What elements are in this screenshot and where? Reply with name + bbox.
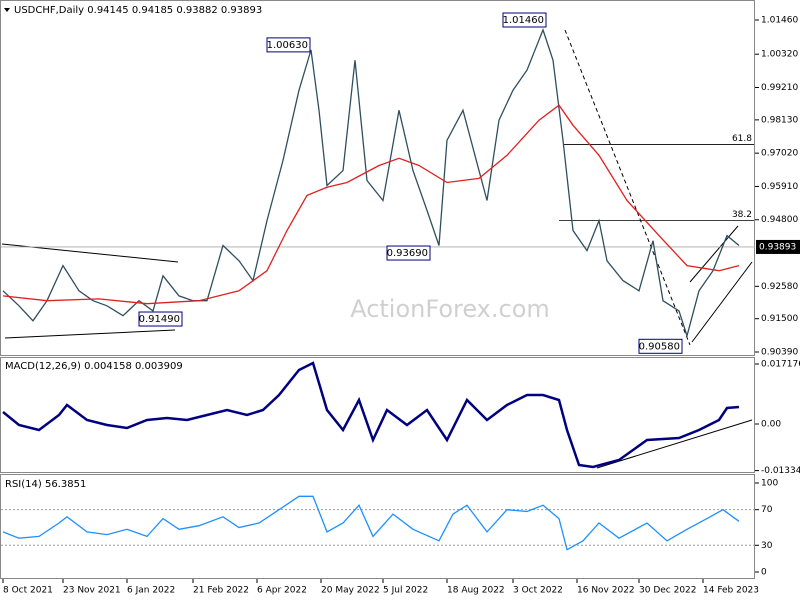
last-price-label: 0.93893 xyxy=(759,242,796,252)
trendline xyxy=(689,225,739,283)
annotation-box xyxy=(502,12,547,28)
annotation-box xyxy=(386,245,431,261)
y-tick-label: 0.97020 xyxy=(761,149,798,159)
x-tick-label: 16 Nov 2022 xyxy=(577,586,635,596)
y-tick-label: 0 xyxy=(761,567,767,577)
annotation-box xyxy=(638,338,683,354)
annotation-label: 1.00630 xyxy=(267,40,308,51)
chart-title: USDCHF,Daily 0.94145 0.94185 0.93882 0.9… xyxy=(14,5,262,16)
y-tick-label: -0.01334 xyxy=(761,466,800,476)
x-tick-label: 18 Aug 2022 xyxy=(447,586,505,596)
price-panel xyxy=(0,0,755,356)
y-tick-label: 70 xyxy=(761,505,773,515)
y-tick-label: 1.01460 xyxy=(761,15,798,25)
x-tick-label: 30 Dec 2022 xyxy=(639,586,697,596)
y-tick-label: 0.94800 xyxy=(761,215,798,225)
macd-panel xyxy=(0,357,755,473)
y-tick-label: 30 xyxy=(761,541,773,551)
y-tick-label: 1.00320 xyxy=(761,50,798,60)
series-line xyxy=(2,27,740,339)
series-line xyxy=(2,104,740,305)
y-tick-label: 0.98130 xyxy=(761,115,798,125)
fib-label: 38.2 xyxy=(732,210,752,220)
trendline xyxy=(4,329,176,339)
y-tick-label: 0.92580 xyxy=(761,282,798,292)
y-tick-label: 0.017176 xyxy=(761,359,800,369)
x-tick-label: 6 Jan 2022 xyxy=(127,586,175,596)
macd-title: MACD(12,26,9) 0.004158 0.003909 xyxy=(5,361,183,372)
y-tick-label: 0.99210 xyxy=(761,83,798,93)
trendline xyxy=(691,261,753,343)
annotation-box xyxy=(266,37,311,53)
watermark: ActionForex.com xyxy=(350,295,550,323)
annotation-label: 0.91490 xyxy=(139,314,180,325)
x-tick-label: 14 Feb 2023 xyxy=(703,586,759,596)
y-tick-label: 0.95910 xyxy=(761,182,798,192)
y-tick-label: 0.91500 xyxy=(761,314,798,324)
annotation-label: 0.93690 xyxy=(387,248,428,259)
series-line xyxy=(2,495,740,551)
x-tick-label: 8 Oct 2021 xyxy=(3,586,53,596)
x-tick-label: 6 Apr 2022 xyxy=(257,586,307,596)
rsi-title: RSI(14) 56.3851 xyxy=(5,479,86,490)
x-tick-label: 21 Feb 2022 xyxy=(193,586,249,596)
x-tick-label: 20 May 2022 xyxy=(321,586,380,596)
fib-label: 61.8 xyxy=(732,134,752,144)
x-tick-label: 3 Oct 2022 xyxy=(513,586,563,596)
y-tick-label: 0.00 xyxy=(761,419,781,429)
series-line xyxy=(2,361,740,469)
x-tick-label: 5 Jul 2022 xyxy=(383,586,428,596)
annotation-box xyxy=(138,311,183,327)
last-price-box xyxy=(756,239,800,254)
y-tick-label: 100 xyxy=(761,478,778,488)
menu-arrow xyxy=(4,8,10,12)
annotation-label: 1.01460 xyxy=(503,15,544,26)
rsi-panel xyxy=(0,474,755,579)
x-tick-label: 23 Nov 2021 xyxy=(63,586,121,596)
trendline xyxy=(596,419,753,469)
annotation-label: 0.90580 xyxy=(639,341,680,352)
y-tick-label: 0.90390 xyxy=(761,348,798,358)
trendline xyxy=(564,29,691,346)
